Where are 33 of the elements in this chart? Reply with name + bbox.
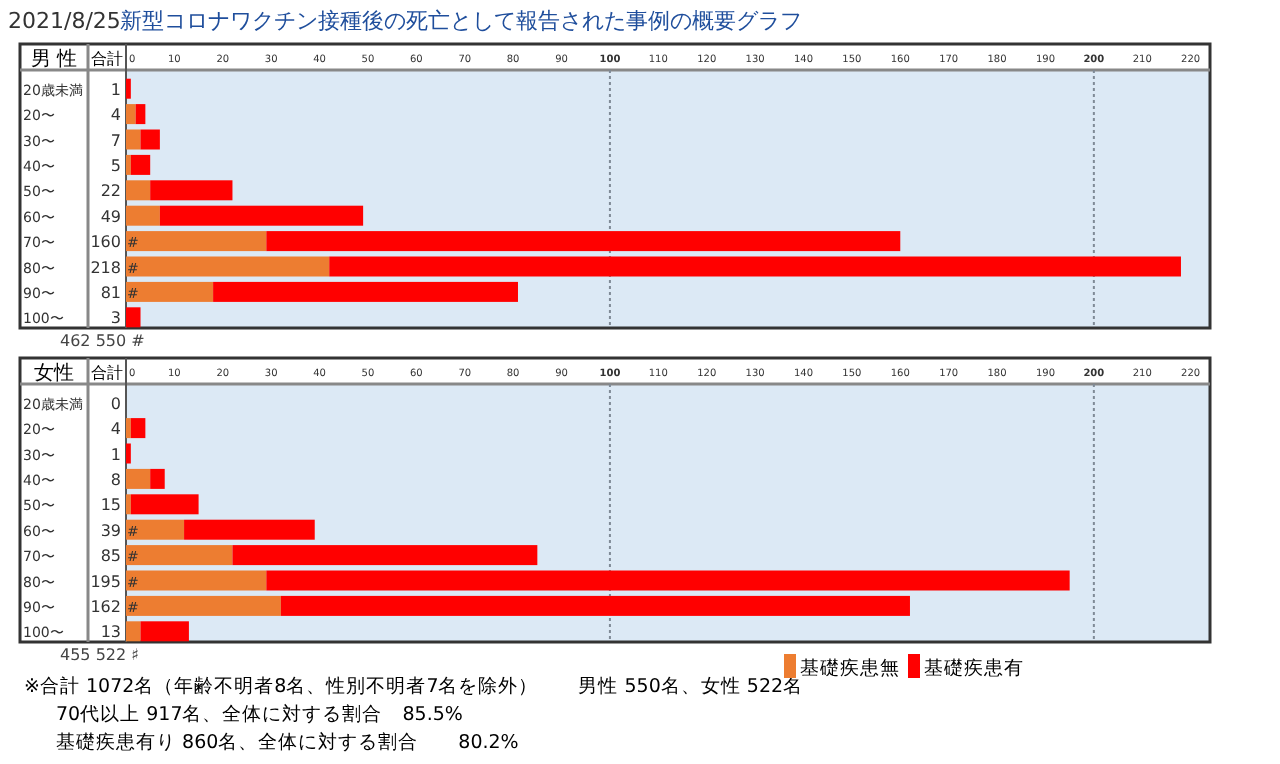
text: 合計 bbox=[91, 364, 123, 382]
y-axis-title: 女性 bbox=[34, 361, 74, 385]
chart-subtitle: 新型コロナワクチン接種後の死亡として報告された事例の概要グラフ bbox=[120, 8, 802, 34]
legend-label: 基礎疾患有 bbox=[924, 656, 1024, 680]
legend-label: 基礎疾患無 bbox=[800, 656, 900, 680]
total-label: 81 bbox=[100, 283, 121, 302]
text: 合計 bbox=[91, 50, 123, 68]
chart-title: 2021/8/25 bbox=[8, 8, 121, 34]
text: ※合計 1072名（年齢不明者8名、性別不明者7名を除外） 男性 550名、女性 522名 bbox=[24, 674, 804, 698]
total-label: 39 bbox=[100, 521, 121, 540]
total-label: 85 bbox=[100, 547, 121, 566]
total-label: 7 bbox=[110, 131, 121, 150]
total-label: 22 bbox=[100, 182, 121, 201]
text: 455 522 ♯ bbox=[60, 646, 140, 664]
total-label: 160 bbox=[90, 233, 121, 252]
total-label: 49 bbox=[100, 207, 121, 226]
total-label: 13 bbox=[100, 623, 121, 642]
total-label: 0 bbox=[110, 394, 121, 413]
total-label: 3 bbox=[110, 309, 121, 328]
total-label: 162 bbox=[90, 597, 121, 616]
total-label: 4 bbox=[110, 420, 121, 439]
total-label: 195 bbox=[90, 572, 121, 591]
total-label: 4 bbox=[110, 106, 121, 125]
total-label: 1 bbox=[110, 445, 121, 464]
total-label: 1 bbox=[110, 80, 121, 99]
text: 462 550 # bbox=[60, 332, 146, 350]
total-label: 5 bbox=[110, 156, 121, 175]
y-axis-title: 男 性 bbox=[30, 47, 78, 71]
text: 70代以上 917名、全体に対する割合 85.5% bbox=[56, 702, 463, 726]
text: 基礎疾患有り 860名、全体に対する割合 80.2% bbox=[56, 730, 519, 754]
total-label: 8 bbox=[110, 470, 121, 489]
total-label: 15 bbox=[100, 496, 121, 515]
total-label: 218 bbox=[90, 258, 121, 277]
